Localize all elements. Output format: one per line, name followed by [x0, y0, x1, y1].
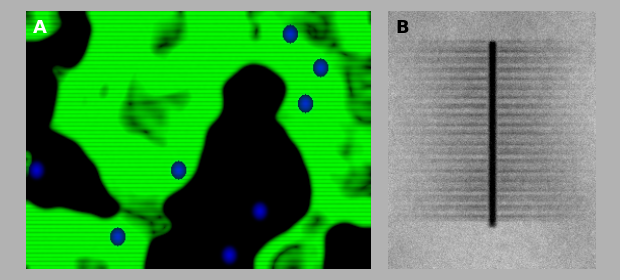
- Text: A: A: [33, 19, 46, 37]
- Text: B: B: [396, 19, 409, 37]
